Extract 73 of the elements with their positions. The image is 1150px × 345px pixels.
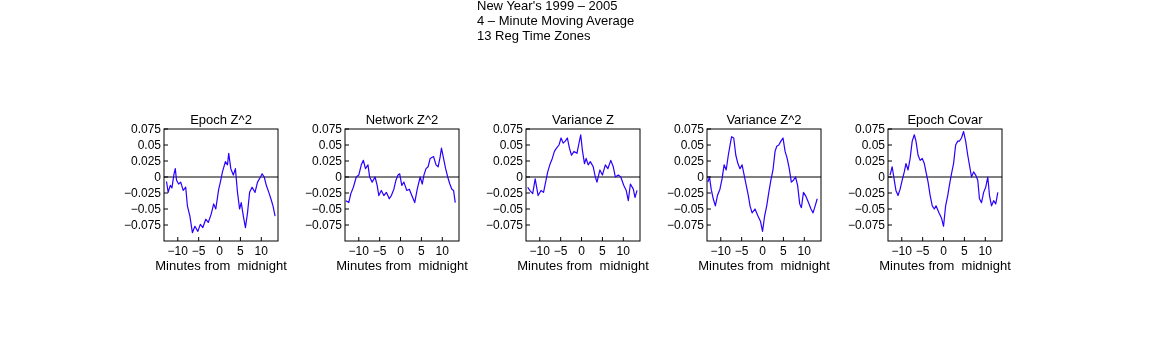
y-tick-label: 0.075 (311, 122, 343, 136)
y-tick-label: −0.075 (847, 218, 886, 232)
y-tick-label: −0.05 (492, 202, 524, 216)
y-tick-label: 0.025 (854, 154, 886, 168)
y-tick-label: 0 (697, 170, 705, 184)
x-tick-label: 5 (418, 244, 426, 258)
y-tick-label: 0.05 (861, 138, 886, 152)
x-tick-label: 0 (940, 244, 948, 258)
x-axis-title: Minutes from midnight (698, 258, 831, 273)
y-tick-label: 0.075 (673, 122, 705, 136)
y-tick-label: 0.05 (137, 138, 162, 152)
x-tick-label: 10 (978, 244, 993, 258)
x-axis-title: Minutes from midnight (517, 258, 650, 273)
y-tick-label: 0.025 (673, 154, 705, 168)
y-tick-label: −0.05 (854, 202, 886, 216)
x-tick-label: 5 (780, 244, 788, 258)
y-tick-label: 0.025 (492, 154, 524, 168)
y-tick-label: 0 (878, 170, 886, 184)
x-tick-label: 10 (616, 244, 631, 258)
y-tick-label: −0.025 (123, 186, 162, 200)
y-tick-label: 0.075 (492, 122, 524, 136)
y-tick-label: 0 (335, 170, 343, 184)
y-tick-label: 0.05 (318, 138, 343, 152)
x-tick-label: 10 (435, 244, 450, 258)
x-tick-label: 10 (254, 244, 269, 258)
x-tick-label: −5 (915, 244, 930, 258)
chart-title: Variance Z^2 (726, 112, 802, 127)
y-tick-label: −0.075 (123, 218, 162, 232)
y-tick-label: −0.05 (130, 202, 162, 216)
y-tick-label: 0.075 (130, 122, 162, 136)
y-tick-label: 0.025 (311, 154, 343, 168)
x-tick-label: 5 (237, 244, 245, 258)
x-tick-label: 0 (578, 244, 586, 258)
y-tick-label: −0.025 (847, 186, 886, 200)
y-tick-label: 0.05 (499, 138, 524, 152)
x-tick-label: −10 (710, 244, 732, 258)
x-axis-title: Minutes from midnight (155, 258, 288, 273)
x-tick-label: −5 (734, 244, 749, 258)
chart-title: Epoch Covar (907, 112, 984, 127)
x-tick-label: −5 (372, 244, 387, 258)
y-tick-label: 0 (516, 170, 524, 184)
chart-title: Network Z^2 (365, 112, 439, 127)
y-tick-label: −0.025 (666, 186, 705, 200)
chart-title: Epoch Z^2 (190, 112, 252, 127)
y-tick-label: −0.05 (311, 202, 343, 216)
y-tick-label: −0.075 (666, 218, 705, 232)
text: 13 Reg Time Zones (477, 28, 591, 43)
x-tick-label: 0 (759, 244, 767, 258)
x-axis-title: Minutes from midnight (879, 258, 1012, 273)
x-tick-label: 0 (216, 244, 224, 258)
y-tick-label: 0.025 (130, 154, 162, 168)
y-tick-label: 0.05 (680, 138, 705, 152)
x-tick-label: −5 (191, 244, 206, 258)
y-tick-label: −0.025 (485, 186, 524, 200)
x-tick-label: 5 (961, 244, 969, 258)
text: 4 – Minute Moving Average (477, 13, 635, 28)
y-tick-label: −0.075 (304, 218, 343, 232)
x-tick-label: 10 (797, 244, 812, 258)
x-axis-title: Minutes from midnight (336, 258, 469, 273)
x-tick-label: −5 (553, 244, 568, 258)
x-tick-label: −10 (167, 244, 189, 258)
y-tick-label: −0.075 (485, 218, 524, 232)
x-tick-label: −10 (348, 244, 370, 258)
x-tick-label: 5 (599, 244, 607, 258)
y-tick-label: −0.025 (304, 186, 343, 200)
x-tick-label: −10 (891, 244, 913, 258)
chart-title: Variance Z (552, 112, 614, 127)
y-tick-label: −0.05 (673, 202, 705, 216)
x-tick-label: 0 (397, 244, 405, 258)
x-tick-label: −10 (529, 244, 551, 258)
y-tick-label: 0 (154, 170, 162, 184)
y-tick-label: 0.075 (854, 122, 886, 136)
text: New Year's 1999 – 2005 (477, 0, 618, 13)
